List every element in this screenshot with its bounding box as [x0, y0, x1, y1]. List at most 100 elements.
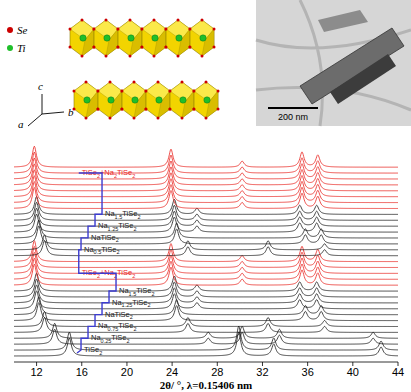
- phase-label: NaTiSe2: [91, 233, 119, 244]
- octahedron: [194, 82, 218, 118]
- ti-atom: [204, 97, 210, 103]
- xrd-pattern: [14, 329, 398, 344]
- subscript: 2: [99, 350, 102, 356]
- tick-label: 12: [30, 366, 42, 378]
- octahedron: [74, 82, 98, 118]
- xrd-pattern: [14, 297, 398, 315]
- octahedron: [146, 82, 170, 118]
- phase-label: Na1.25TiSe2: [98, 221, 137, 232]
- octahedron-face: [206, 91, 218, 118]
- se-atom: [117, 28, 120, 31]
- phase-label: Na1.5TiSe2: [119, 286, 154, 297]
- se-atom: [117, 46, 120, 49]
- tem-rod: [330, 54, 396, 104]
- scale-bar: [268, 107, 318, 109]
- octahedron-face: [182, 91, 194, 118]
- text-part: TiSe: [118, 221, 133, 230]
- se-atom: [193, 108, 196, 111]
- se-atom: [193, 90, 196, 93]
- phase-label: Na0.5TiSe2: [84, 245, 119, 256]
- octahedron: [122, 82, 146, 118]
- axis-arrow: [42, 94, 43, 114]
- x-axis: 1216202428323640442θ/ °, λ=0.15406 nm: [14, 362, 404, 391]
- subscript: 2: [132, 173, 135, 179]
- tem-grid: [256, 0, 411, 126]
- octahedron: [118, 20, 142, 56]
- patterns: [14, 146, 398, 356]
- se-atom: [169, 108, 172, 111]
- se-atom: [205, 117, 208, 120]
- se-atom: [165, 46, 168, 49]
- se-atom: [121, 108, 124, 111]
- xrd-pattern: [14, 241, 398, 256]
- se-atom: [169, 108, 172, 111]
- subscript: 0.25: [101, 338, 112, 344]
- phase-labels: TiSe2Na0.25TiSe2Na0.75TiSe2NaTiSe2Na1.25…: [82, 168, 155, 356]
- subscript: 2: [133, 326, 136, 332]
- text-part: TiSe: [118, 321, 133, 330]
- text-part: TiSe: [101, 245, 116, 254]
- se-atom: [193, 90, 196, 93]
- se-atom: [141, 46, 144, 49]
- text-part: TiSe: [132, 298, 147, 307]
- octahedron: [170, 82, 194, 118]
- axis-letter: b: [68, 106, 74, 118]
- se-atom: [145, 90, 148, 93]
- subscript: 2: [151, 291, 154, 297]
- xrd-pattern: [14, 323, 398, 338]
- se-atom: [133, 117, 136, 120]
- xrd-pattern: [14, 285, 398, 303]
- se-atom: [93, 28, 96, 31]
- se-atom: [165, 28, 168, 31]
- ti-atom: [156, 97, 162, 103]
- tem-image: 200 nm: [256, 0, 411, 126]
- ti-atom: [108, 97, 114, 103]
- octahedron-face: [202, 29, 214, 56]
- xrd-pattern: [14, 202, 398, 220]
- tick-label: 44: [392, 366, 404, 378]
- se-atom: [181, 81, 184, 84]
- tick-label: 20: [121, 366, 133, 378]
- tick-label: 32: [256, 366, 268, 378]
- figure: SeTiabc200 nmTiSe2Na0.25TiSe2Na0.75TiSe2…: [0, 0, 411, 392]
- xrd-pattern: [14, 214, 398, 232]
- octahedron-face: [134, 91, 146, 118]
- phase-label: TiSe2: [84, 345, 102, 356]
- octahedron-face: [110, 91, 122, 118]
- xrd-pattern: [14, 235, 398, 250]
- legend-marker: [7, 27, 13, 33]
- se-atom: [145, 108, 148, 111]
- xrd-pattern: [14, 303, 398, 321]
- xrd-pattern: [14, 196, 398, 214]
- subscript: 1.5: [115, 214, 123, 220]
- se-atom: [177, 19, 180, 22]
- xrd-pattern: [14, 317, 398, 332]
- legend-label: Se: [17, 24, 28, 36]
- phase-label: Na1.5TiSe2: [105, 209, 140, 220]
- se-atom: [165, 28, 168, 31]
- xrd-pattern: [14, 312, 398, 327]
- se-atom: [189, 46, 192, 49]
- xrd-pattern: [14, 158, 398, 179]
- se-atom: [153, 19, 156, 22]
- se-atom: [157, 117, 160, 120]
- se-atom: [109, 117, 112, 120]
- se-atom: [97, 90, 100, 93]
- subscript: 1.25: [108, 226, 119, 232]
- xrd-pattern: [14, 273, 398, 291]
- phase-label: NaTiSe2: [105, 310, 133, 321]
- se-atom: [201, 19, 204, 22]
- se-atom: [145, 108, 148, 111]
- xrd-pattern: [14, 208, 398, 226]
- legend-marker: [7, 45, 13, 51]
- phase-path: [77, 173, 116, 353]
- xrd-pattern: [14, 279, 398, 297]
- se-atom: [97, 108, 100, 111]
- ti-atom: [84, 97, 90, 103]
- ti-atom: [152, 35, 158, 41]
- se-atom: [109, 81, 112, 84]
- octahedron-face: [178, 29, 190, 56]
- se-atom: [121, 108, 124, 111]
- se-atom: [213, 28, 216, 31]
- se-atom: [121, 90, 124, 93]
